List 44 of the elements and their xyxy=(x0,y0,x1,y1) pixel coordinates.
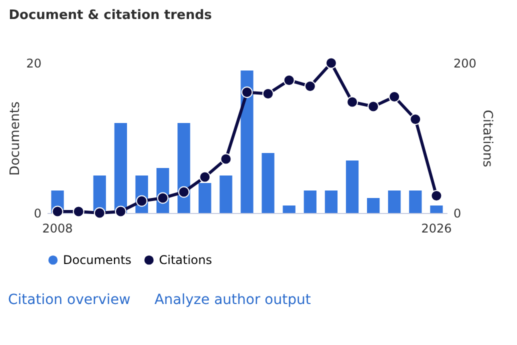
text: Citation overview xyxy=(8,292,130,308)
bar xyxy=(430,206,443,213)
x-tick-label: 2026 xyxy=(421,222,452,236)
point xyxy=(199,171,211,183)
chart-title: Document & citation trends xyxy=(8,8,212,23)
point xyxy=(410,114,422,125)
bar xyxy=(198,183,212,213)
y-tick-label: 20 xyxy=(26,56,42,70)
bar xyxy=(220,176,232,213)
point xyxy=(283,74,295,86)
point xyxy=(430,190,442,202)
bar xyxy=(114,123,127,213)
point xyxy=(157,192,169,204)
point xyxy=(325,57,337,69)
bar xyxy=(282,206,296,213)
legend-label: Documents xyxy=(63,253,132,268)
point xyxy=(136,195,148,207)
bar xyxy=(262,153,274,213)
point xyxy=(304,80,316,92)
point xyxy=(52,206,64,218)
legend-label: Citations xyxy=(159,253,212,268)
point xyxy=(388,91,400,102)
y-axis-title: Documents xyxy=(8,101,24,176)
point xyxy=(220,153,232,165)
text: Analyze author output xyxy=(154,292,311,308)
point xyxy=(94,207,106,219)
point xyxy=(114,206,126,218)
point xyxy=(178,186,190,198)
bar xyxy=(346,160,359,213)
bar xyxy=(409,190,422,213)
bar xyxy=(367,198,380,213)
point xyxy=(262,88,274,100)
bar xyxy=(388,190,401,213)
point xyxy=(72,206,84,218)
bar xyxy=(324,190,338,213)
y2-axis-title: Citations xyxy=(479,110,494,168)
y2-tick-label: 0 xyxy=(454,206,462,220)
point xyxy=(346,96,358,108)
point xyxy=(368,100,380,112)
point xyxy=(241,86,253,98)
x-tick-label: 2008 xyxy=(42,222,73,236)
bar xyxy=(304,190,316,213)
bar xyxy=(240,70,254,213)
y2-tick-label: 200 xyxy=(454,56,476,70)
